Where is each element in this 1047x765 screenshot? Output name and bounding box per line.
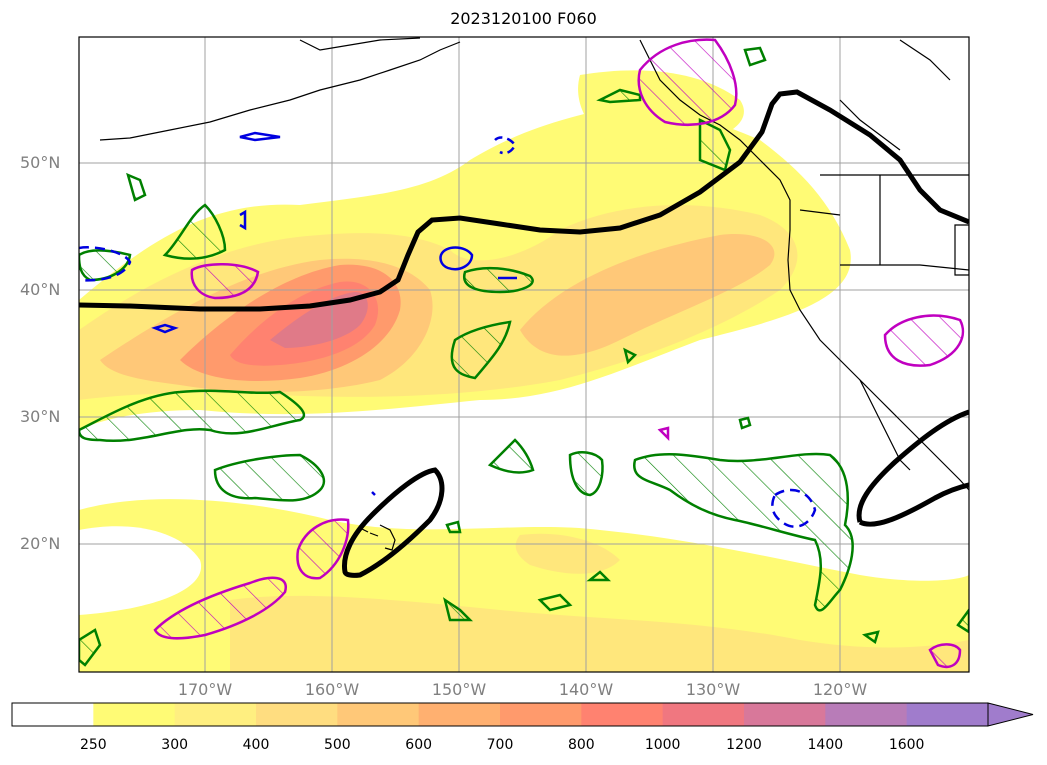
colorbar-segment	[174, 703, 257, 726]
colorbar-tick-label: 800	[567, 737, 595, 753]
map-title: 2023120100 F060	[450, 9, 597, 28]
black-contours	[79, 89, 969, 578]
lon-label-160w: 160°W	[304, 680, 360, 699]
colorbar-tick-label: 1200	[726, 737, 762, 753]
colorbar-segment	[744, 703, 826, 726]
colorbar-segment	[12, 703, 94, 726]
colorbar-tick-label: 500	[323, 737, 351, 753]
lon-label-150w: 150°W	[431, 680, 487, 699]
blue-contours	[79, 131, 817, 528]
lon-label-130w: 130°W	[685, 680, 741, 699]
colorbar-segment	[581, 703, 664, 726]
colorbar-tick-label: 1600	[888, 737, 925, 753]
lat-label-20n: 20°N	[20, 534, 61, 553]
lon-label-120w: 120°W	[812, 680, 868, 699]
map-frame	[78, 36, 970, 673]
colorbar-segment	[825, 703, 908, 726]
hatched-green-regions	[79, 46, 969, 667]
lat-label-40n: 40°N	[20, 280, 61, 299]
colorbar-tick-label: 300	[161, 737, 189, 753]
colorbar-tick-label: 250	[79, 737, 107, 753]
lat-label-30n: 30°N	[20, 407, 61, 426]
ivt-shading	[79, 70, 969, 672]
colorbar-tick-label: 1400	[807, 737, 844, 753]
colorbar-tick-label: 600	[405, 737, 433, 753]
colorbar-segment	[93, 703, 176, 726]
colorbar-segment	[662, 703, 745, 726]
colorbar-segment	[256, 703, 338, 726]
colorbar-extend-arrow	[987, 702, 1034, 727]
colorbar-segment	[418, 703, 501, 726]
colorbar-outline	[11, 702, 988, 727]
hatched-magenta-regions	[153, 38, 965, 669]
lat-label-50n: 50°N	[20, 153, 61, 172]
map-panel	[78, 36, 970, 673]
colorbar-segment	[500, 703, 582, 726]
colorbar-tick-label: 400	[242, 737, 270, 753]
lon-label-170w: 170°W	[177, 680, 233, 699]
colorbar-segment	[337, 703, 420, 726]
colorbar-segment	[906, 703, 989, 726]
lon-label-140w: 140°W	[558, 680, 614, 699]
colorbar-tick-label: 700	[486, 737, 514, 753]
colorbar-tick-label: 1000	[644, 737, 681, 753]
